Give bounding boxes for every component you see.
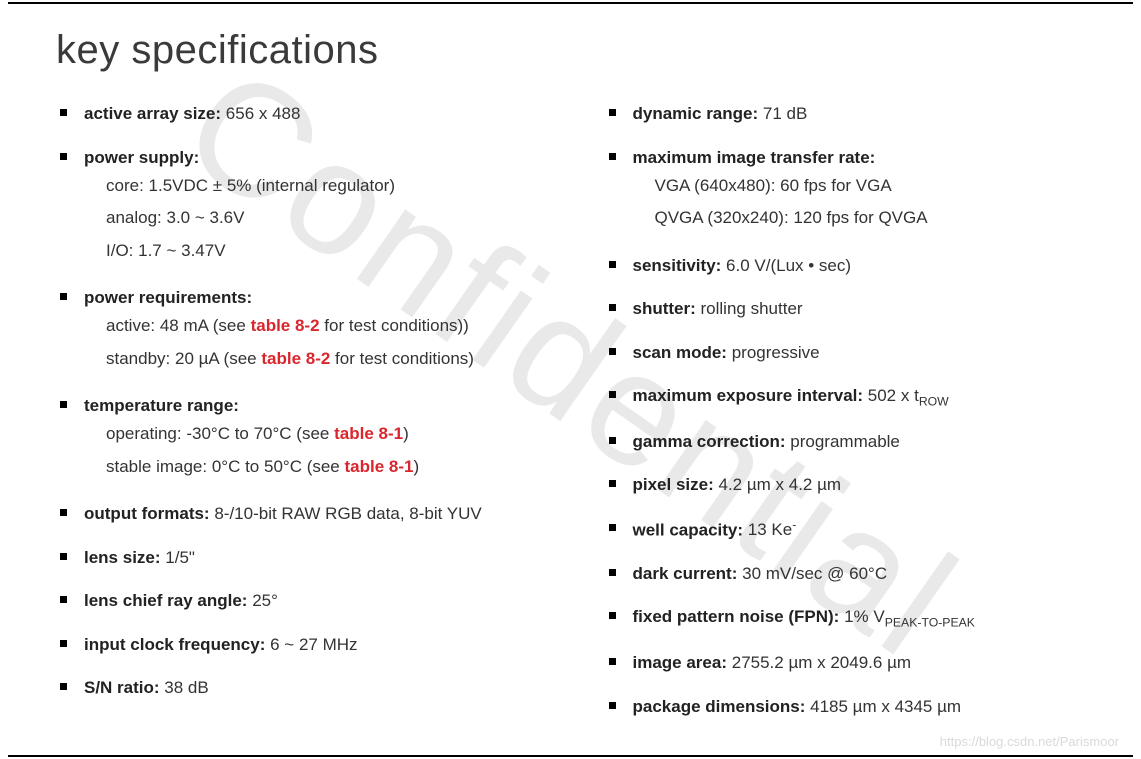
spec-label: power requirements: bbox=[84, 288, 252, 307]
spec-value: 1/5" bbox=[165, 548, 195, 567]
table-reference: table 8-2 bbox=[251, 316, 320, 335]
spec-item: image area: 2755.2 µm x 2049.6 µm bbox=[605, 650, 1094, 676]
spec-item: pixel size: 4.2 µm x 4.2 µm bbox=[605, 472, 1094, 498]
spec-value: 13 Ke- bbox=[748, 520, 797, 539]
spec-subline: QVGA (320x240): 120 fps for QVGA bbox=[655, 202, 1094, 234]
spec-item: power requirements: active: 48 mA (see ta… bbox=[56, 285, 545, 375]
spec-label: dynamic range: bbox=[633, 104, 759, 123]
spec-value: 656 x 488 bbox=[226, 104, 301, 123]
spec-value: 4185 µm x 4345 µm bbox=[810, 697, 961, 716]
spec-item: maximum exposure interval: 502 x tROW bbox=[605, 383, 1094, 411]
right-spec-list: dynamic range: 71 dB maximum image transf… bbox=[605, 101, 1094, 719]
spec-value: 502 x tROW bbox=[868, 386, 949, 405]
spec-subline: I/O: 1.7 ~ 3.47V bbox=[106, 235, 545, 267]
spec-label: image area: bbox=[633, 653, 728, 672]
spec-item: S/N ratio: 38 dB bbox=[56, 675, 545, 701]
spec-value: 38 dB bbox=[164, 678, 208, 697]
spec-value: 6 ~ 27 MHz bbox=[270, 635, 357, 654]
table-reference: table 8-1 bbox=[345, 457, 414, 476]
spec-label: pixel size: bbox=[633, 475, 714, 494]
spec-item: output formats: 8-/10-bit RAW RGB data, … bbox=[56, 501, 545, 527]
spec-label: lens size: bbox=[84, 548, 161, 567]
source-url: https://blog.csdn.net/Parismoor bbox=[940, 734, 1119, 749]
spec-value: 4.2 µm x 4.2 µm bbox=[719, 475, 842, 494]
spec-subline: stable image: 0°C to 50°C (see table 8-1… bbox=[106, 451, 545, 483]
spec-label: scan mode: bbox=[633, 343, 727, 362]
table-reference: table 8-2 bbox=[261, 349, 330, 368]
spec-item: power supply: core: 1.5VDC ± 5% (internal… bbox=[56, 145, 545, 267]
spec-value: 1% VPEAK-TO-PEAK bbox=[844, 607, 975, 626]
spec-label: input clock frequency: bbox=[84, 635, 265, 654]
spec-item: dynamic range: 71 dB bbox=[605, 101, 1094, 127]
spec-label: output formats: bbox=[84, 504, 210, 523]
page-title: key specifications bbox=[56, 28, 1093, 73]
document-body: key specifications active array size: 65… bbox=[0, 0, 1141, 757]
spec-label: sensitivity: bbox=[633, 256, 722, 275]
spec-value: 8-/10-bit RAW RGB data, 8-bit YUV bbox=[214, 504, 481, 523]
spec-value: 2755.2 µm x 2049.6 µm bbox=[732, 653, 911, 672]
spec-item: sensitivity: 6.0 V/(Lux • sec) bbox=[605, 253, 1094, 279]
spec-label: power supply: bbox=[84, 148, 199, 167]
left-column: active array size: 656 x 488 power supply… bbox=[56, 101, 545, 737]
spec-label: dark current: bbox=[633, 564, 738, 583]
spec-subline: core: 1.5VDC ± 5% (internal regulator) bbox=[106, 170, 545, 202]
spec-value: 25° bbox=[252, 591, 278, 610]
spec-value: progressive bbox=[732, 343, 820, 362]
spec-subline: operating: -30°C to 70°C (see table 8-1) bbox=[106, 418, 545, 450]
spec-item: gamma correction: programmable bbox=[605, 429, 1094, 455]
spec-item: dark current: 30 mV/sec @ 60°C bbox=[605, 561, 1094, 587]
spec-subline: analog: 3.0 ~ 3.6V bbox=[106, 202, 545, 234]
table-reference: table 8-1 bbox=[334, 424, 403, 443]
spec-item: maximum image transfer rate: VGA (640x480… bbox=[605, 145, 1094, 235]
left-spec-list: active array size: 656 x 488 power supply… bbox=[56, 101, 545, 701]
spec-label: fixed pattern noise (FPN): bbox=[633, 607, 840, 626]
spec-item: lens size: 1/5" bbox=[56, 545, 545, 571]
spec-item: active array size: 656 x 488 bbox=[56, 101, 545, 127]
spec-value: rolling shutter bbox=[701, 299, 803, 318]
spec-label: S/N ratio: bbox=[84, 678, 160, 697]
right-column: dynamic range: 71 dB maximum image transf… bbox=[605, 101, 1094, 737]
spec-item: package dimensions: 4185 µm x 4345 µm bbox=[605, 694, 1094, 720]
spec-columns: active array size: 656 x 488 power supply… bbox=[56, 101, 1093, 737]
spec-label: gamma correction: bbox=[633, 432, 786, 451]
spec-value: 6.0 V/(Lux • sec) bbox=[726, 256, 851, 275]
spec-label: lens chief ray angle: bbox=[84, 591, 247, 610]
spec-label: active array size: bbox=[84, 104, 221, 123]
spec-item: scan mode: progressive bbox=[605, 340, 1094, 366]
spec-item: input clock frequency: 6 ~ 27 MHz bbox=[56, 632, 545, 658]
spec-item: fixed pattern noise (FPN): 1% VPEAK-TO-P… bbox=[605, 604, 1094, 632]
spec-label: maximum exposure interval: bbox=[633, 386, 864, 405]
spec-subline: active: 48 mA (see table 8-2 for test co… bbox=[106, 310, 545, 342]
spec-label: shutter: bbox=[633, 299, 696, 318]
spec-label: package dimensions: bbox=[633, 697, 806, 716]
spec-value: 71 dB bbox=[763, 104, 807, 123]
spec-value: programmable bbox=[790, 432, 900, 451]
spec-subline: standby: 20 µA (see table 8-2 for test c… bbox=[106, 343, 545, 375]
spec-subline: VGA (640x480): 60 fps for VGA bbox=[655, 170, 1094, 202]
spec-label: temperature range: bbox=[84, 396, 239, 415]
spec-item: temperature range: operating: -30°C to 70… bbox=[56, 393, 545, 483]
spec-label: well capacity: bbox=[633, 520, 744, 539]
spec-label: maximum image transfer rate: bbox=[633, 148, 876, 167]
spec-item: well capacity: 13 Ke- bbox=[605, 516, 1094, 543]
spec-value: 30 mV/sec @ 60°C bbox=[742, 564, 887, 583]
spec-item: shutter: rolling shutter bbox=[605, 296, 1094, 322]
spec-item: lens chief ray angle: 25° bbox=[56, 588, 545, 614]
